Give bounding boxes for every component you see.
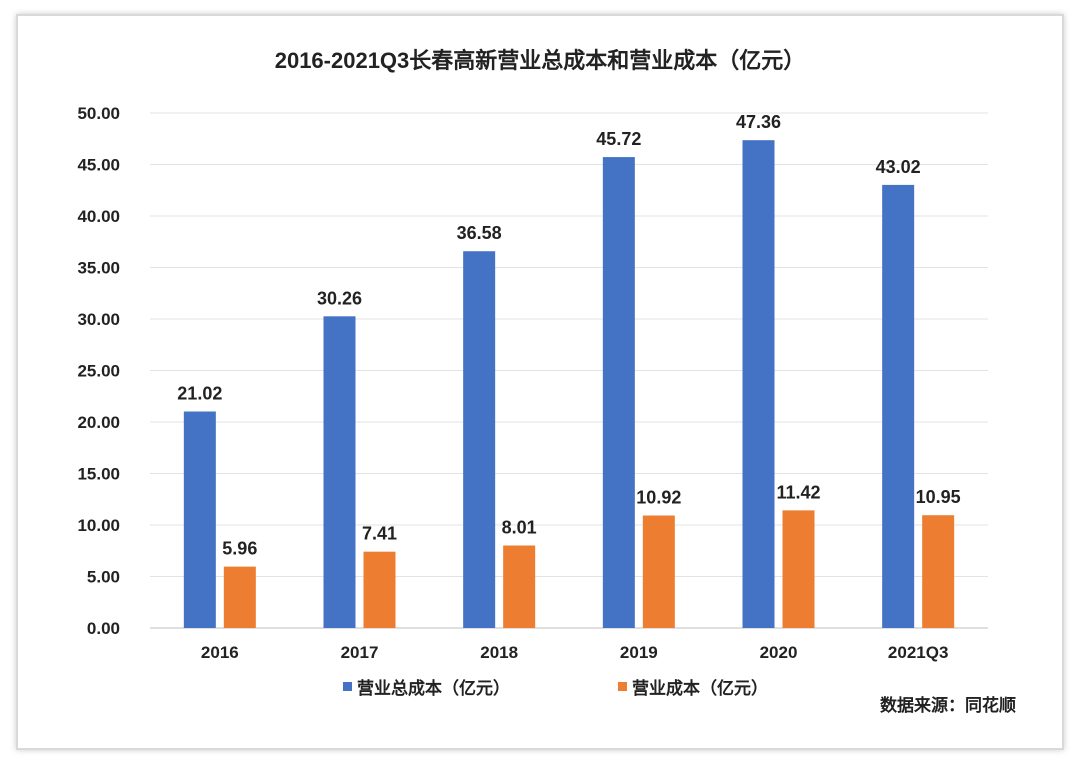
data-label: 7.41 bbox=[362, 524, 397, 544]
y-tick-label: 5.00 bbox=[87, 568, 120, 587]
x-tick-label: 2016 bbox=[201, 643, 239, 662]
data-label: 30.26 bbox=[317, 288, 362, 308]
data-label: 10.95 bbox=[916, 487, 961, 507]
y-tick-label: 35.00 bbox=[77, 259, 120, 278]
bar-total-cost bbox=[463, 251, 496, 628]
data-label: 21.02 bbox=[177, 383, 222, 403]
data-label: 10.92 bbox=[636, 488, 681, 508]
data-label: 43.02 bbox=[876, 157, 921, 177]
x-tick-label: 2019 bbox=[620, 643, 658, 662]
bar-total-cost bbox=[742, 140, 775, 628]
y-tick-label: 20.00 bbox=[77, 413, 120, 432]
bar-total-cost bbox=[323, 316, 356, 628]
legend-swatch bbox=[343, 682, 352, 691]
legend-label: 营业成本（亿元） bbox=[632, 678, 768, 698]
legend-label: 营业总成本（亿元） bbox=[357, 678, 510, 698]
y-tick-label: 30.00 bbox=[77, 310, 120, 329]
bar-operating-cost bbox=[782, 510, 815, 628]
bar-total-cost bbox=[183, 411, 216, 628]
bar-operating-cost bbox=[503, 545, 536, 628]
chart-title: 2016-2021Q3长春高新营业总成本和营业成本（亿元） bbox=[275, 48, 806, 73]
data-label: 11.42 bbox=[776, 482, 820, 502]
bar-total-cost bbox=[602, 157, 635, 629]
legend-swatch bbox=[618, 682, 627, 691]
data-label: 47.36 bbox=[736, 112, 781, 132]
bar-operating-cost bbox=[922, 515, 955, 628]
bar-total-cost bbox=[882, 184, 915, 629]
y-tick-label: 25.00 bbox=[77, 362, 120, 381]
y-tick-label: 45.00 bbox=[77, 156, 120, 175]
y-tick-label: 40.00 bbox=[77, 207, 120, 226]
data-label: 5.96 bbox=[222, 539, 257, 559]
y-tick-label: 50.00 bbox=[77, 104, 120, 123]
y-tick-label: 15.00 bbox=[77, 465, 120, 484]
data-label: 36.58 bbox=[457, 223, 502, 243]
source-note: 数据来源：同花顺 bbox=[880, 695, 1016, 715]
bar-operating-cost bbox=[363, 551, 396, 628]
bar-operating-cost bbox=[223, 566, 256, 628]
y-tick-label: 0.00 bbox=[87, 619, 120, 638]
data-label: 8.01 bbox=[502, 517, 537, 537]
bar-operating-cost bbox=[642, 515, 675, 628]
y-tick-label: 10.00 bbox=[77, 516, 120, 535]
x-tick-label: 2021Q3 bbox=[888, 643, 949, 662]
x-tick-label: 2018 bbox=[480, 643, 518, 662]
x-tick-label: 2020 bbox=[760, 643, 798, 662]
data-label: 45.72 bbox=[596, 129, 641, 149]
x-tick-label: 2017 bbox=[341, 643, 379, 662]
